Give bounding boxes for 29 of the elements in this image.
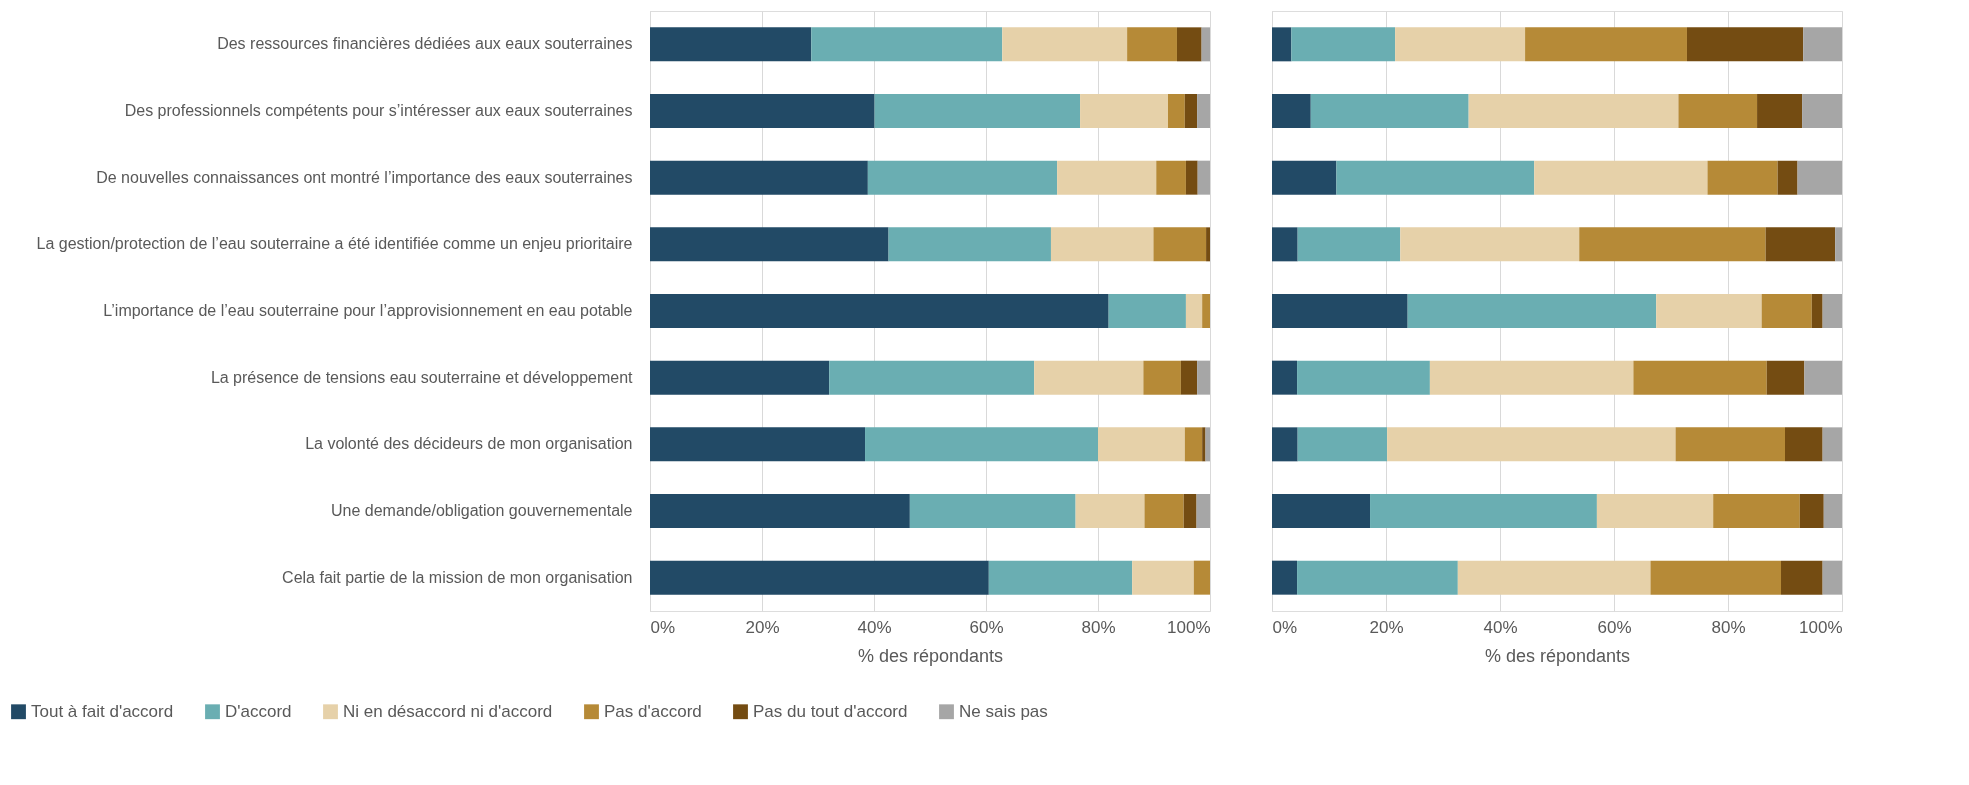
x-tick-label: 0%	[1272, 617, 1298, 637]
y-tick-label: L’importance de l’eau souterraine pour l’approvisionnement en eau potable	[103, 302, 633, 319]
x-axis-title: % des répondants	[1484, 645, 1631, 666]
x-tick-label: 100%	[1799, 617, 1843, 637]
x-tick-label: 60%	[1597, 617, 1632, 637]
legend-label: Pas d'accord	[604, 701, 702, 721]
y-tick-label: La présence de tensions eau souterraine et développement	[210, 368, 634, 386]
x-tick-label: 80%	[1711, 617, 1746, 637]
y-tick-label: Des ressources financières dédiées aux eaux souterraines	[217, 35, 633, 53]
x-tick-label: 40%	[1483, 617, 1518, 637]
x-tick-label: 0%	[650, 617, 676, 637]
y-tick-label: Une demande/obligation gouvernementale	[330, 502, 633, 519]
y-tick-label: De nouvelles connaissances ont montré l’importance des eaux souterraines	[96, 168, 633, 186]
x-axis-title: % des répondants	[857, 645, 1004, 666]
legend-label: Ni en désaccord ni d'accord	[343, 701, 553, 721]
y-tick-label: Des professionnels compétents pour s’intéresser aux eaux souterraines	[124, 102, 633, 119]
x-tick-label: 100%	[1167, 617, 1211, 637]
x-tick-label: 40%	[857, 617, 892, 637]
y-tick-label: La gestion/protection de l’eau souterraine a été identifiée comme un enjeu prioritaire	[36, 235, 633, 253]
legend-label: Ne sais pas	[959, 701, 1048, 721]
x-tick-label: 20%	[1369, 617, 1404, 637]
y-tick-label: Cela fait partie de la mission de mon organisation	[282, 568, 633, 586]
x-tick-label: 60%	[969, 617, 1004, 637]
legend-label: Pas du tout d'accord	[753, 701, 908, 721]
legend-label: Tout à fait d'accord	[31, 701, 174, 721]
y-tick-label: La volonté des décideurs de mon organisation	[305, 435, 633, 453]
legend-label: D'accord	[225, 701, 292, 721]
x-tick-label: 80%	[1081, 617, 1116, 637]
x-tick-label: 20%	[745, 617, 780, 637]
